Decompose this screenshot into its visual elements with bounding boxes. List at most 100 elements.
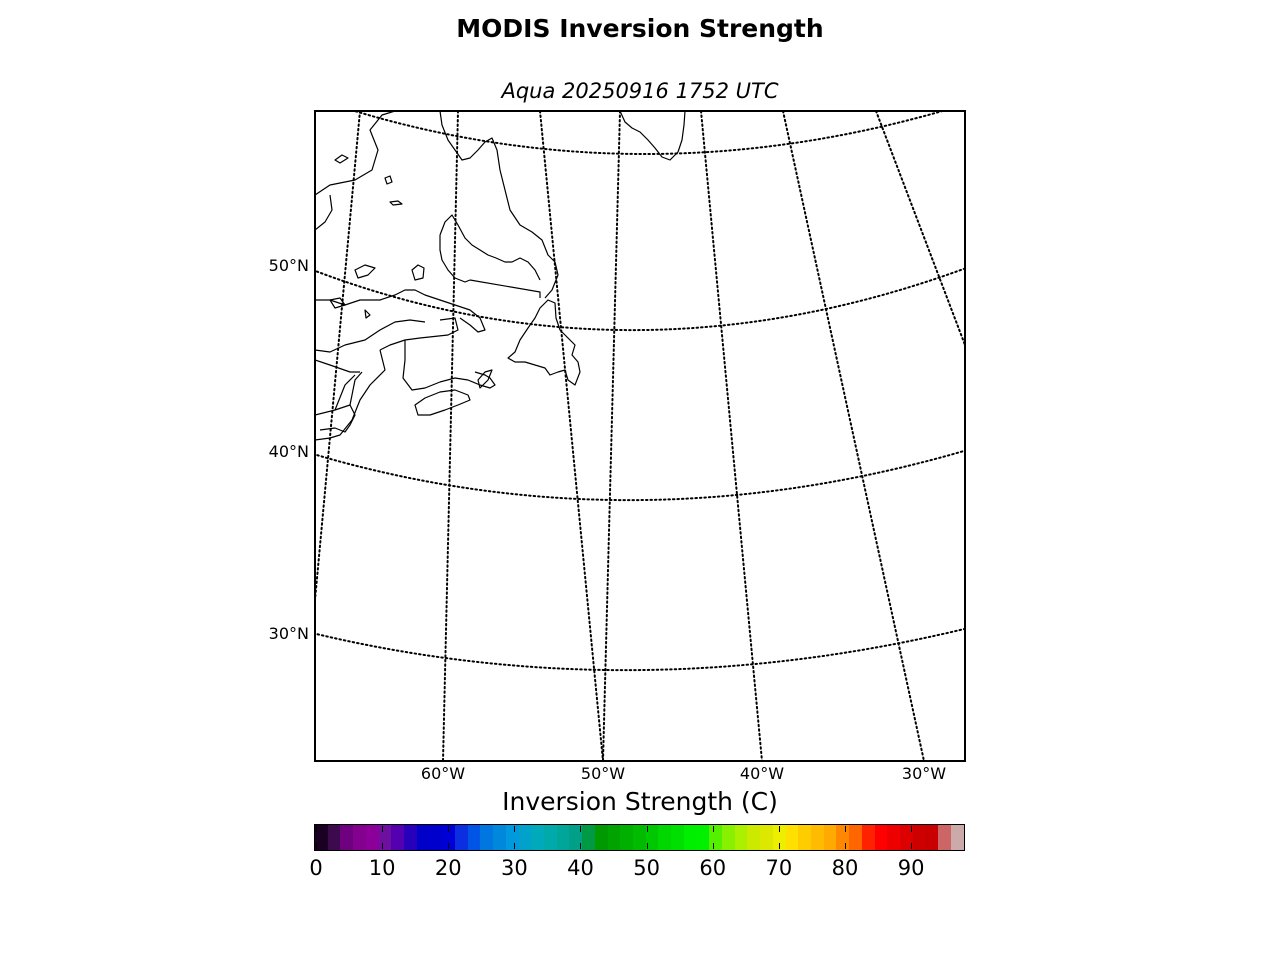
parallel-60n <box>351 111 946 155</box>
colorbar-segment <box>518 825 532 850</box>
colorbar-tick <box>382 843 384 849</box>
lon-label-30w: 30°W <box>901 764 947 783</box>
lon-label-40w: 40°W <box>739 764 785 783</box>
colorbar-segment <box>569 825 583 850</box>
colorbar-tick-label: 0 <box>309 856 323 880</box>
colorbar-tick-label: 40 <box>567 856 594 880</box>
lat-label-40n: 40°N <box>268 442 309 461</box>
colorbar-tick <box>514 826 516 832</box>
colorbar-segment <box>594 825 608 850</box>
colorbar-segment <box>340 825 354 850</box>
colorbar-segment <box>938 825 951 850</box>
colorbar-segment <box>442 825 455 850</box>
colorbar-segment <box>683 825 697 850</box>
colorbar-tick-label: 20 <box>434 856 462 880</box>
colorbar-segment <box>365 825 379 850</box>
meridian-30w <box>700 111 763 761</box>
colorbar-segment <box>760 825 773 850</box>
colorbar-segment <box>696 825 710 850</box>
colorbar-segment <box>454 825 468 850</box>
colorbar-segment <box>531 825 544 850</box>
colorbar-segment <box>785 825 799 850</box>
colorbar-segment <box>645 825 659 850</box>
colorbar-segment <box>467 825 481 850</box>
colorbar-tick <box>646 826 648 832</box>
colorbar <box>314 824 965 851</box>
colorbar-segment <box>632 825 646 850</box>
colorbar-tick <box>382 826 384 832</box>
figure-title: MODIS Inversion Strength <box>456 14 824 43</box>
parallel-50n <box>315 267 965 331</box>
colorbar-tick <box>316 843 317 849</box>
colorbar-segment <box>493 825 506 850</box>
colorbar-tick <box>844 843 846 849</box>
colorbar-tick-label: 10 <box>368 856 396 880</box>
colorbar-segment <box>887 825 901 850</box>
colorbar-segment <box>950 825 964 850</box>
colorbar-segment <box>671 825 684 850</box>
colorbar-tick <box>911 843 913 849</box>
colorbar-tick-label: 30 <box>500 856 528 880</box>
colorbar-tick <box>712 843 714 849</box>
lon-label-50w: 50°W <box>580 764 626 783</box>
colorbar-segment <box>811 825 824 850</box>
colorbar-tick-label: 60 <box>699 856 727 880</box>
colorbar-segment <box>849 825 862 850</box>
colorbar-tick <box>911 826 913 832</box>
colorbar-tick-label: 50 <box>633 856 660 880</box>
lat-label-50n: 50°N <box>268 256 309 275</box>
map-frame <box>314 110 966 762</box>
colorbar-tick <box>580 843 582 849</box>
colorbar-segment <box>429 825 443 850</box>
colorbar-segment <box>772 825 786 850</box>
colorbar-segment <box>582 825 595 850</box>
colorbar-tick <box>778 826 780 832</box>
colorbar-segment <box>734 825 748 850</box>
colorbar-tick <box>778 843 780 849</box>
meridian-40w <box>602 111 621 761</box>
colorbar-segment <box>798 825 812 850</box>
colorbar-segment <box>505 825 519 850</box>
meridian-10w <box>875 111 965 346</box>
colorbar-segment <box>874 825 888 850</box>
colorbar-segment <box>315 825 328 850</box>
colorbar-tick-label: 90 <box>897 856 925 880</box>
lat-label-30n: 30°N <box>268 624 309 643</box>
colorbar-segment <box>900 825 913 850</box>
figure-subtitle: Aqua 20250916 1752 UTC <box>501 79 779 103</box>
colorbar-segment <box>404 825 417 850</box>
colorbar-segment <box>556 825 570 850</box>
colorbar-segment <box>327 825 341 850</box>
colorbar-tick <box>316 826 317 832</box>
colorbar-tick-label: 70 <box>765 856 793 880</box>
colorbar-segment <box>925 825 939 850</box>
coastlines <box>315 111 686 441</box>
colorbar-segment <box>378 825 392 850</box>
colorbar-segment <box>823 825 837 850</box>
meridian-20w <box>782 111 925 761</box>
colorbar-segment <box>658 825 672 850</box>
colorbar-segment <box>391 825 405 850</box>
colorbar-segment <box>607 825 621 850</box>
colorbar-title: Inversion Strength (C) <box>502 787 778 816</box>
colorbar-tick <box>646 843 648 849</box>
colorbar-tick <box>844 826 846 832</box>
colorbar-tick <box>712 826 714 832</box>
colorbar-tick-label: 80 <box>831 856 859 880</box>
colorbar-segment <box>480 825 494 850</box>
colorbar-segment <box>353 825 366 850</box>
colorbar-segment <box>709 825 722 850</box>
colorbar-tick <box>448 826 450 832</box>
colorbar-segment <box>747 825 761 850</box>
meridians <box>315 111 965 761</box>
colorbar-segment <box>722 825 735 850</box>
meridian-50w <box>539 111 604 761</box>
parallel-40n <box>315 449 965 502</box>
colorbar-tick <box>448 843 450 849</box>
colorbar-segment <box>620 825 633 850</box>
colorbar-segment <box>912 825 926 850</box>
colorbar-segment <box>416 825 430 850</box>
colorbar-segment <box>543 825 557 850</box>
colorbar-segment <box>836 825 850 850</box>
